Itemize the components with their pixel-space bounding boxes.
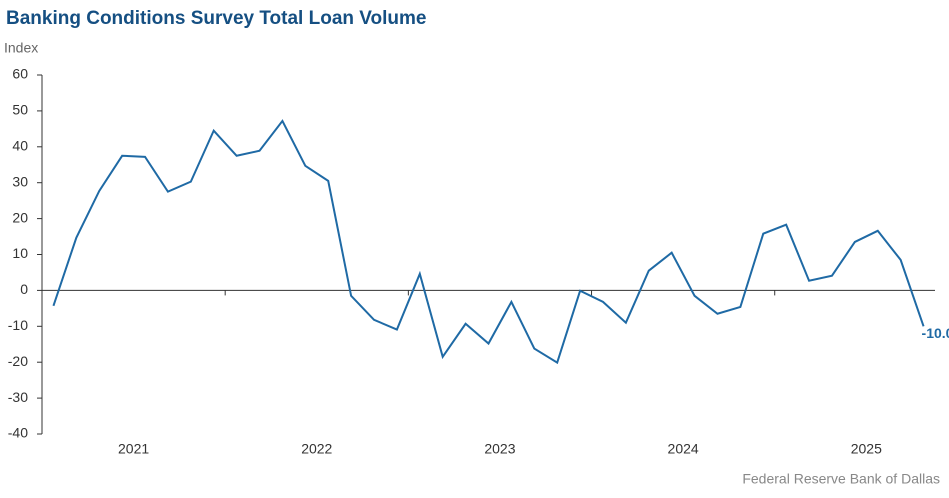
x-tick-label: 2023: [484, 441, 515, 457]
source: Federal Reserve Bank of Dallas: [742, 471, 940, 487]
y-tick-label: 50: [12, 102, 28, 118]
chart-title: Banking Conditions Survey Total Loan Vol…: [6, 8, 427, 29]
x-tick-label: 2024: [668, 441, 699, 457]
y-tick-label: 10: [12, 245, 28, 261]
y-tick-label: 30: [12, 173, 28, 189]
x-tick-label: 2025: [851, 441, 882, 457]
y-tick-label: -30: [8, 389, 28, 405]
y-tick-label: -20: [8, 353, 28, 369]
y-tick-label: 40: [12, 138, 28, 154]
y-tick-label: -40: [8, 425, 28, 441]
y-tick-label: 60: [12, 66, 28, 82]
x-tick-label: 2022: [301, 441, 332, 457]
y-axis-label: Index: [4, 40, 38, 56]
line: [52, 119, 925, 365]
y-tick-label: 20: [12, 209, 28, 225]
y-tick-label: 0: [20, 281, 28, 297]
y-tick-label: -10: [8, 317, 28, 333]
data-label: -10.0: [922, 325, 949, 341]
x-tick-label: 2021: [118, 441, 149, 457]
